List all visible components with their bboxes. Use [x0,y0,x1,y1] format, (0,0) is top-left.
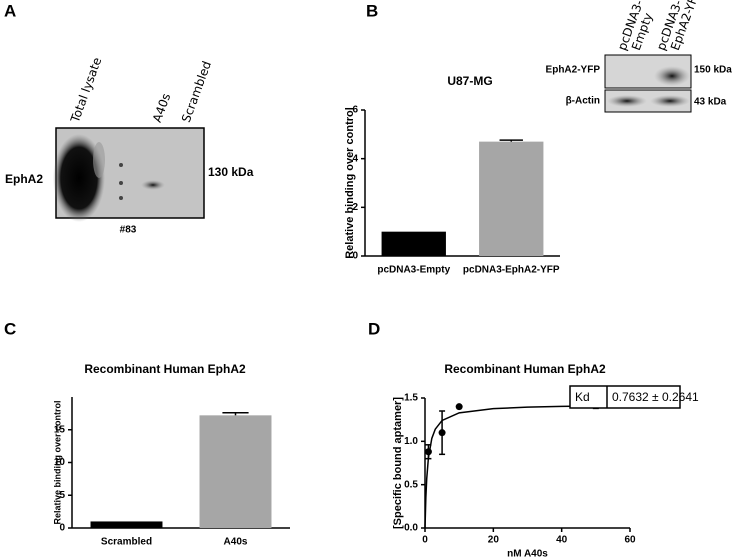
blot-b [604,54,692,113]
data-point [455,403,463,411]
lane-label: Total lysate [68,56,105,126]
y-axis-label: Relative binding over control [344,107,356,259]
size-label: 43 kDa [694,97,727,108]
lane-label: Scrambled [179,59,214,124]
panel-label: A [4,1,16,20]
bar [479,141,544,256]
size-label: 150 kDa [694,65,732,76]
x-tick-label: 60 [624,535,636,546]
y-tick-label: 0.0 [404,523,418,534]
clone-label: #83 [120,225,137,236]
y-tick-label: 0 [59,523,65,534]
chart-title: Recombinant Human EphA2 [84,362,246,376]
x-axis-label: nM A40s [507,549,548,558]
chart-title: U87-MG [447,74,492,88]
panel-label: D [368,319,380,338]
blot-a [53,127,205,222]
annotation-label: Kd [575,390,590,404]
x-tick-label: Scrambled [101,537,152,548]
row-label: EphA2-YFP [546,65,601,76]
y-tick-label: 2 [352,202,358,213]
y-tick-label: 15 [54,424,66,435]
y-tick-label: 1.5 [404,393,418,404]
fit-curve [424,405,603,529]
y-tick-label: 6 [352,105,358,116]
size-label: 130 kDa [208,165,254,179]
bar [381,231,446,256]
y-tick-label: 0.5 [404,479,418,490]
bar [90,521,163,528]
y-tick-label: 10 [54,457,66,468]
y-axis-label: Relative binding over control [52,400,62,524]
y-tick-label: 0 [352,251,358,262]
panel-label: B [366,1,378,20]
y-axis-label: [Specific bound aptamer] [392,397,404,529]
x-tick-label: 40 [556,535,568,546]
data-point [424,448,432,456]
x-tick-label: pcDNA3-Empty [377,265,450,276]
y-tick-label: 4 [352,153,358,164]
chart-title: Recombinant Human EphA2 [444,362,606,376]
data-point [438,429,446,437]
x-tick-label: pcDNA3-EphA2-YFP [463,265,560,276]
y-tick-label: 1.0 [404,436,418,447]
x-tick-label: 20 [488,535,500,546]
lane-label: A40s [150,91,173,124]
row-label: β-Actin [566,96,600,107]
x-tick-label: A40s [224,537,248,548]
bar [199,415,272,528]
x-tick-label: 0 [422,535,428,546]
annotation-value: 0.7632 ± 0.2641 [612,390,699,404]
annotation-box [569,385,681,409]
protein-label: EphA2 [5,172,43,186]
panel-label: C [4,319,16,338]
y-tick-label: 5 [59,490,65,501]
